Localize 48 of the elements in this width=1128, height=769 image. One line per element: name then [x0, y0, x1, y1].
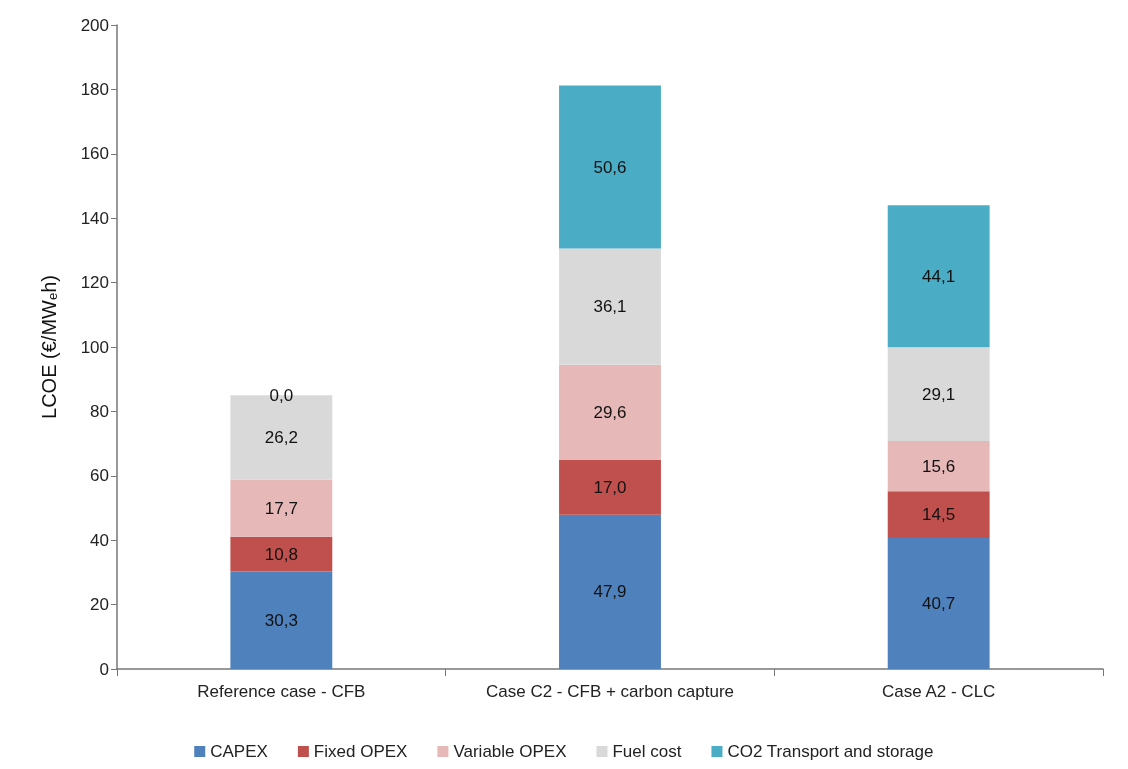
y-tick-label: 160	[80, 144, 109, 164]
data-label: 29,6	[593, 402, 627, 422]
bar	[230, 571, 333, 669]
data-label: 40,7	[922, 593, 956, 613]
bar	[230, 536, 333, 572]
y-tick-label: 200	[80, 15, 109, 35]
data-label: 26,2	[264, 427, 298, 447]
y-tick-label: 140	[80, 208, 109, 228]
y-tick-label: 80	[90, 401, 109, 421]
y-axis-title: LCOE (€/MWeh)	[37, 275, 60, 419]
data-label: 17,0	[593, 477, 627, 497]
y-tick-label: 120	[80, 273, 109, 293]
data-label: 15,6	[922, 456, 956, 476]
data-label: 0,0	[269, 385, 294, 405]
x-tick-label: Case A2 - CLC	[881, 682, 996, 701]
data-label: 30,3	[264, 610, 298, 630]
legend-label: CO2 Transport and storage	[727, 742, 934, 761]
data-label: 36,1	[593, 297, 627, 317]
bar	[230, 479, 333, 537]
legend-label: Variable OPEX	[453, 742, 567, 761]
data-label: 10,8	[264, 544, 298, 564]
bar	[559, 248, 661, 365]
legend-label: CAPEX	[210, 742, 268, 761]
data-label: 29,1	[922, 384, 956, 404]
bar	[559, 460, 661, 515]
data-label: 44,1	[922, 266, 956, 286]
y-tick-label: 100	[80, 337, 109, 357]
bar	[887, 491, 990, 538]
bar	[887, 205, 990, 348]
bar	[887, 537, 990, 669]
bar	[559, 364, 661, 461]
y-tick-label: 60	[90, 466, 109, 486]
legend-label: Fixed OPEX	[313, 742, 408, 761]
bar	[887, 347, 990, 442]
y-tick-label: 20	[90, 595, 109, 615]
y-tick-label: 0	[99, 659, 109, 679]
data-label: 14,5	[922, 505, 956, 525]
bar	[559, 85, 661, 249]
x-tick-label: Case C2 - CFB + carbon capture	[485, 682, 735, 701]
x-tick-label: Reference case - CFB	[197, 682, 366, 701]
bar	[559, 514, 661, 669]
y-tick-label: 180	[80, 79, 109, 99]
y-tick-label: 40	[90, 530, 109, 550]
legend-label: Fuel cost	[612, 742, 682, 761]
bar	[887, 441, 990, 492]
data-label: 47,9	[593, 582, 627, 602]
data-label: 50,6	[593, 157, 627, 177]
data-label: 17,7	[264, 498, 298, 518]
